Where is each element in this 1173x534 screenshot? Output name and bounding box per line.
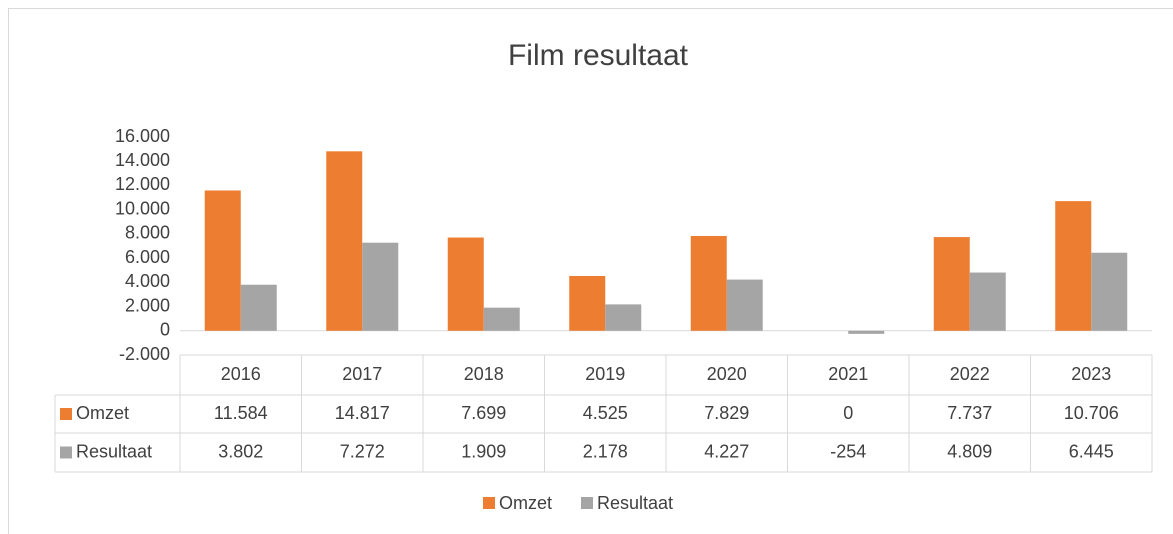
x-tick-label: 2017 <box>342 364 382 384</box>
legend-key <box>581 497 593 509</box>
bar <box>690 235 727 331</box>
table-cell: 4.227 <box>704 441 749 461</box>
table-row-label: Omzet <box>76 403 129 423</box>
x-tick-label: 2020 <box>707 364 747 384</box>
chart-border <box>8 8 1173 534</box>
bar <box>605 304 642 331</box>
table-cell: 7.829 <box>704 403 749 423</box>
table-cell: 4.809 <box>947 441 992 461</box>
y-tick-label: 4.000 <box>125 271 170 291</box>
bar <box>483 307 520 331</box>
bar <box>726 279 763 331</box>
x-tick-label: 2023 <box>1071 364 1111 384</box>
bar <box>204 190 241 331</box>
table-legend-key <box>60 446 72 459</box>
bar <box>848 330 885 334</box>
table-cell: 14.817 <box>335 403 390 423</box>
legend-label: Resultaat <box>597 493 673 513</box>
y-tick-label: 14.000 <box>115 150 170 170</box>
y-tick-label: 6.000 <box>125 247 170 267</box>
table-cell: 1.909 <box>461 441 506 461</box>
table-row-label: Resultaat <box>76 441 152 461</box>
chart-title: Film resultaat <box>508 39 689 72</box>
legend-label: Omzet <box>499 493 552 513</box>
bar <box>933 237 970 331</box>
y-tick-label: 12.000 <box>115 174 170 194</box>
x-tick-label: 2019 <box>585 364 625 384</box>
x-tick-label: 2016 <box>221 364 261 384</box>
bar <box>969 272 1006 331</box>
bar <box>326 151 363 331</box>
y-tick-label: 2.000 <box>125 295 170 315</box>
bar <box>240 284 277 331</box>
table-cell: 7.699 <box>461 403 506 423</box>
bar <box>1055 201 1092 331</box>
x-tick-label: 2018 <box>464 364 504 384</box>
table-cell: 11.584 <box>214 403 268 423</box>
table-cell: 10.706 <box>1064 403 1119 423</box>
table-cell: 7.737 <box>947 403 992 423</box>
y-tick-label: 10.000 <box>115 198 170 218</box>
y-tick-label: -2.000 <box>119 344 170 364</box>
table-cell: 6.445 <box>1069 441 1114 461</box>
bar <box>569 275 606 331</box>
table-cell: 3.802 <box>218 441 263 461</box>
y-tick-label: 8.000 <box>125 223 170 243</box>
y-tick-label: 0 <box>160 320 170 340</box>
table-cell: 4.525 <box>583 403 628 423</box>
bar <box>362 242 399 331</box>
bar <box>1091 252 1128 331</box>
legend-key <box>483 497 495 509</box>
table-legend-key <box>60 408 72 420</box>
table-cell: 2.178 <box>583 441 628 461</box>
table-cell: 0 <box>843 403 853 423</box>
bar <box>447 237 484 331</box>
x-tick-label: 2022 <box>950 364 990 384</box>
table-cell: 7.272 <box>340 441 385 461</box>
table-cell: -254 <box>830 441 866 461</box>
x-tick-label: 2021 <box>828 364 868 384</box>
y-tick-label: 16.000 <box>115 126 170 146</box>
